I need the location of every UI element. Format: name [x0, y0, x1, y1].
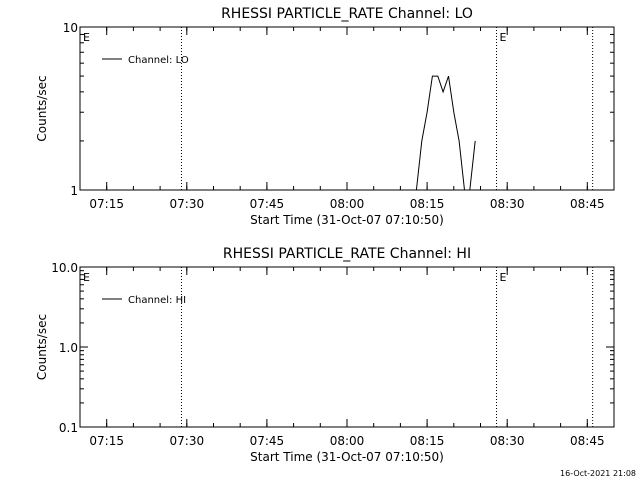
plot-frame: [79, 26, 615, 191]
legend-label: Channel: HI: [128, 295, 186, 306]
y-tick-label: 1.0: [59, 341, 78, 355]
footer-timestamp: 16-Oct-2021 21:08: [560, 469, 636, 478]
x-tick-label: 07:45: [250, 434, 285, 448]
x-tick-label: 07:30: [170, 434, 205, 448]
y-tick-label: 10: [63, 21, 78, 35]
y-tick-label: 1: [70, 184, 78, 198]
x-tick-label: 08:00: [330, 434, 365, 448]
x-tick-label: 07:15: [89, 197, 124, 211]
x-tick-label: 08:15: [410, 197, 445, 211]
x-tick-label: 08:00: [330, 197, 365, 211]
legend-label: Channel: LO: [128, 55, 189, 66]
x-tick-label: 07:30: [170, 197, 205, 211]
y-tick-label: 0.1: [59, 421, 78, 435]
x-axis-label: Start Time (31-Oct-07 07:10:50): [250, 450, 444, 464]
event-marker-label: E: [83, 271, 90, 284]
chart-panel-hi: RHESSI PARTICLE_RATE Channel: HI Start Ti…: [35, 246, 615, 464]
event-marker-label: E: [500, 31, 507, 44]
chart-title: RHESSI PARTICLE_RATE Channel: LO: [221, 6, 473, 22]
x-tick-label: 08:30: [490, 197, 525, 211]
event-marker-label: E: [83, 31, 90, 44]
plot-frame: [79, 266, 615, 428]
x-axis-label: Start Time (31-Oct-07 07:10:50): [250, 213, 444, 227]
x-tick-label: 07:45: [250, 197, 285, 211]
chart-title: RHESSI PARTICLE_RATE Channel: HI: [223, 246, 471, 262]
y-axis-label: Counts/sec: [35, 75, 49, 141]
event-marker-label: E: [500, 271, 507, 284]
x-tick-label: 08:30: [490, 434, 525, 448]
y-tick-label: 10.0: [51, 261, 78, 275]
x-tick-label: 08:45: [570, 434, 605, 448]
x-tick-label: 08:45: [570, 197, 605, 211]
x-tick-label: 08:15: [410, 434, 445, 448]
x-tick-label: 07:15: [89, 434, 124, 448]
y-axis-label: Counts/sec: [35, 314, 49, 380]
series-line: [415, 75, 476, 191]
chart-panel-lo: RHESSI PARTICLE_RATE Channel: LO Start Ti…: [35, 6, 615, 227]
